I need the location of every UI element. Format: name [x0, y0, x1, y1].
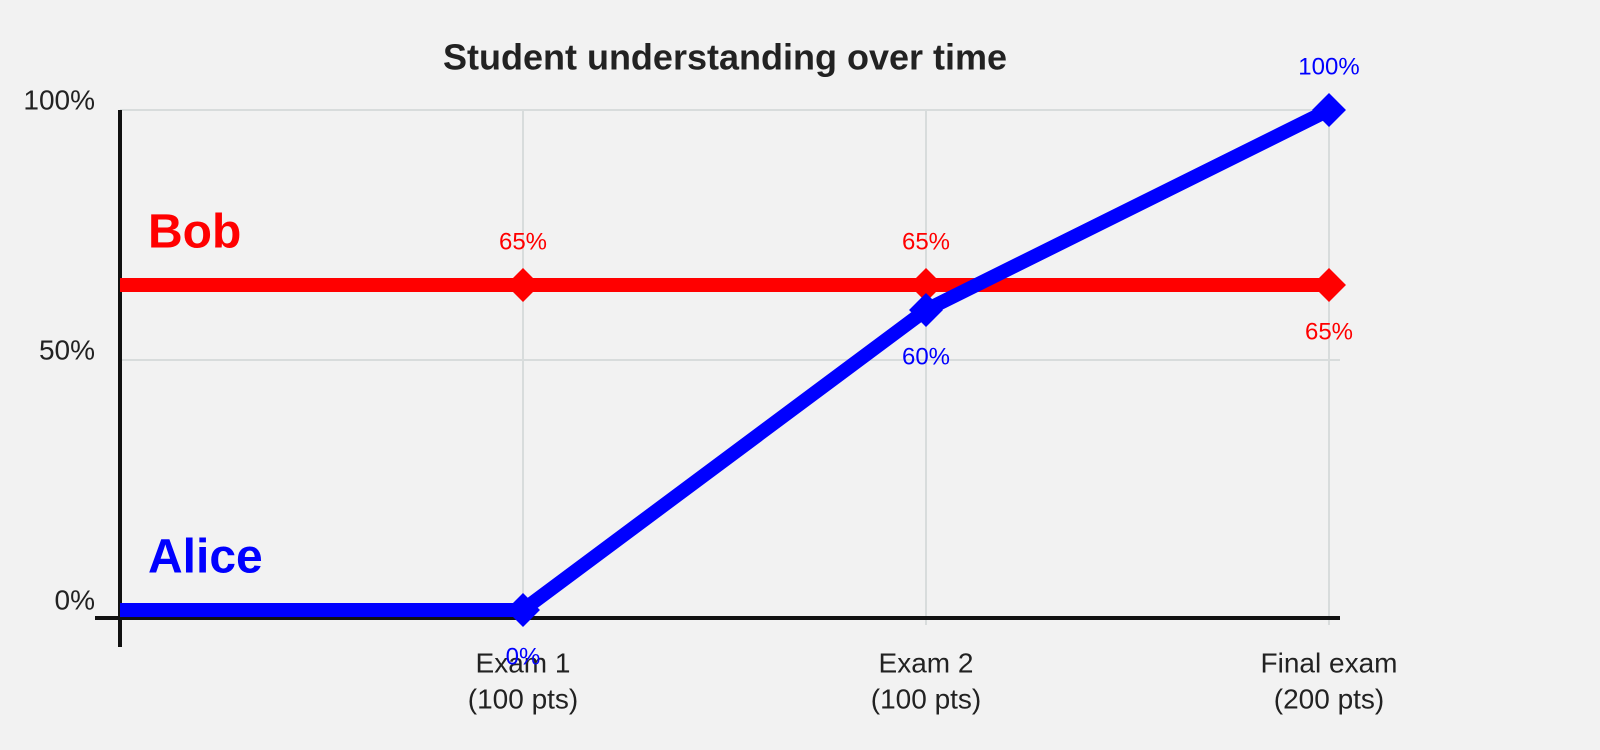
x-tick-label: Exam 2 [879, 647, 974, 678]
data-label: 0% [506, 643, 541, 670]
y-tick-label: 50% [39, 334, 95, 365]
chart-title: Student understanding over time [443, 37, 1007, 78]
point-marker [1312, 93, 1346, 127]
y-tick-label: 0% [55, 584, 95, 615]
y-tick-label: 100% [23, 84, 95, 115]
series-label: Alice [148, 531, 263, 584]
data-label: 65% [1305, 318, 1353, 345]
data-label: 65% [499, 228, 547, 255]
x-tick-label: Final exam [1261, 647, 1398, 678]
data-label: 65% [902, 228, 950, 255]
series-line [120, 103, 1333, 617]
point-marker [909, 268, 943, 302]
data-label: 100% [1298, 53, 1359, 80]
point-marker [909, 293, 943, 327]
series-label: Bob [148, 206, 241, 259]
x-tick-label: (100 pts) [871, 683, 982, 714]
x-tick-label: Exam 1 [476, 647, 571, 678]
point-marker [1312, 268, 1346, 302]
x-tick-label: (200 pts) [1274, 683, 1385, 714]
point-marker [506, 268, 540, 302]
point-marker [506, 593, 540, 627]
x-tick-label: (100 pts) [468, 683, 579, 714]
data-label: 60% [902, 343, 950, 370]
